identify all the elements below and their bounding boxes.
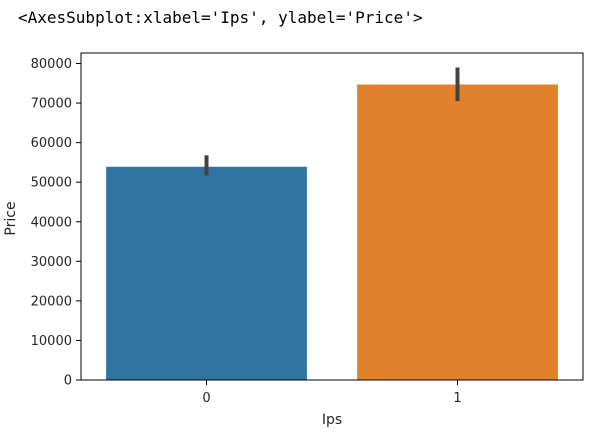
y-tick-label: 60000 [31, 136, 72, 151]
x-tick-label: 1 [453, 391, 461, 406]
y-tick-label: 50000 [31, 176, 72, 191]
y-axis: 0 10000 20000 30000 40000 50000 60000 70000 8000… [31, 57, 81, 389]
y-axis-label: Price [3, 201, 19, 235]
bar-series [106, 84, 558, 380]
x-tick-label: 0 [202, 391, 210, 406]
plot-frame [80, 52, 584, 381]
bar-0 [106, 166, 307, 380]
error-bars [204, 67, 460, 176]
y-tick-label: 70000 [31, 97, 72, 112]
x-axis-label: Ips [322, 412, 342, 428]
y-tick-label: 80000 [31, 57, 72, 72]
bar-1 [357, 84, 558, 380]
y-tick-label: 40000 [31, 215, 72, 230]
y-tick-label: 10000 [31, 334, 72, 349]
cell-output-repr: <AxesSubplot:xlabel='Ips', ylabel='Price… [18, 8, 423, 27]
y-tick-label: 0 [64, 374, 72, 389]
y-tick-label: 20000 [31, 294, 72, 309]
y-tick-label: 30000 [31, 255, 72, 270]
